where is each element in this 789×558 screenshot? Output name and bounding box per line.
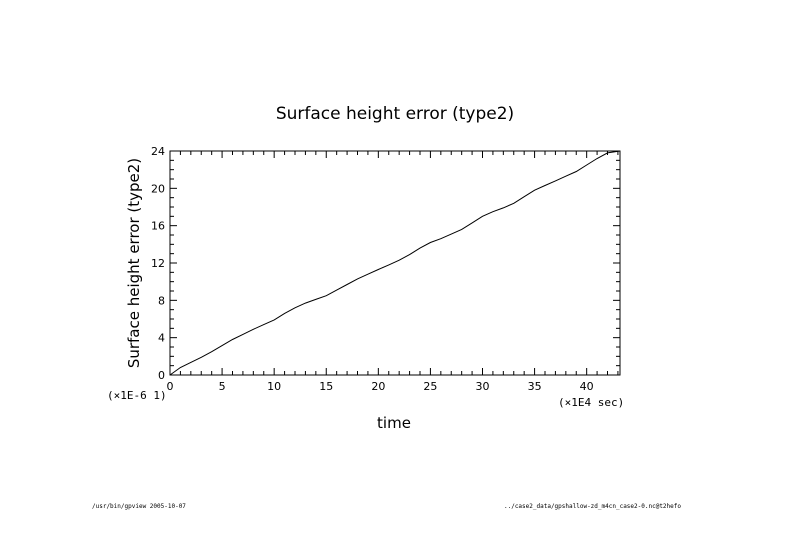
y-tick-label: 0	[158, 369, 165, 382]
y-tick-label: 20	[151, 182, 165, 195]
y-tick-label: 12	[151, 257, 165, 270]
x-tick-label: 15	[319, 380, 333, 393]
x-tick-label: 40	[580, 380, 594, 393]
y-tick-label: 4	[158, 332, 165, 345]
x-tick-label: 5	[219, 380, 226, 393]
chart-title: Surface height error (type2)	[276, 104, 514, 124]
x-tick-label: 35	[528, 380, 542, 393]
x-tick-label: 0	[167, 380, 174, 393]
x-axis-scale-note: (×1E4 sec)	[558, 396, 624, 409]
series-line	[169, 150, 621, 376]
tick-labels: 0 5 10 15 20 25 30 35 40 0 4 8 12 16 20 24	[151, 145, 594, 393]
y-tick-label: 8	[158, 294, 165, 307]
y-axis-scale-note: (×1E-6 1)	[107, 389, 167, 402]
y-axis-label: Surface height error (type2)	[125, 158, 143, 368]
y-tick-label: 24	[151, 145, 165, 158]
y-tick-label: 16	[151, 220, 165, 233]
footer-command-info: /usr/bin/gpview 2005-10-07	[92, 503, 186, 510]
x-tick-label: 25	[423, 380, 437, 393]
x-tick-label: 20	[371, 380, 385, 393]
x-tick-label: 30	[476, 380, 490, 393]
x-axis-label: time	[377, 414, 411, 432]
plot-frame	[169, 150, 621, 376]
x-tick-label: 10	[267, 380, 281, 393]
axis-ticks	[169, 150, 620, 376]
footer-file-path: ../case2_data/gpshallow-zd_m4cn_case2-0.…	[503, 503, 681, 510]
